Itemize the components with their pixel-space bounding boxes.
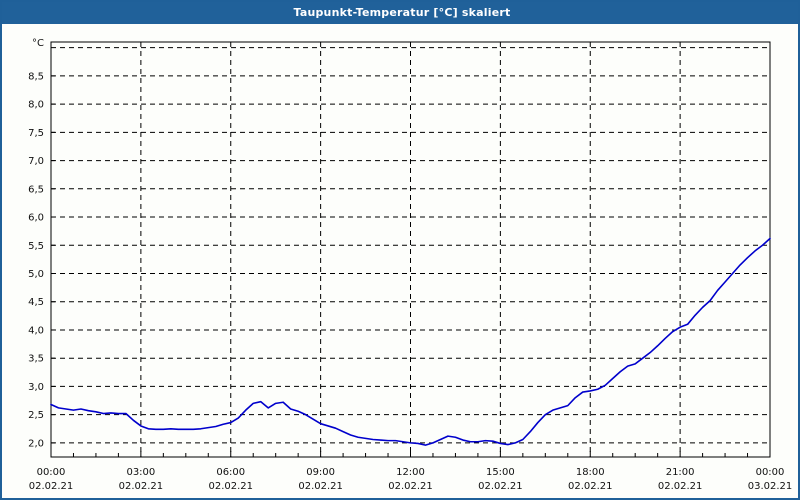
ticks-layer — [50, 75, 771, 457]
x-axis-date-label: 02.02.21 — [658, 481, 703, 492]
y-axis-tick-label: 8,5 — [28, 71, 44, 82]
y-axis-tick-label: 4,5 — [28, 297, 44, 308]
x-axis-date-label: 02.02.21 — [29, 481, 74, 492]
x-axis-time-label: 00:00 — [37, 467, 66, 478]
x-axis-date-label: 02.02.21 — [568, 481, 613, 492]
window-title-bar: Taupunkt-Temperatur [°C] skaliert — [2, 2, 798, 24]
x-axis-time-label: 18:00 — [576, 467, 605, 478]
x-axis-date-label: 02.02.21 — [119, 481, 164, 492]
page-title: Taupunkt-Temperatur [°C] skaliert — [293, 6, 511, 19]
y-axis-unit-label: °C — [32, 38, 44, 49]
data-line-taupunkt-temperatur — [50, 237, 771, 446]
y-axis-tick-label: 7,0 — [28, 156, 44, 167]
x-axis-time-label: 12:00 — [396, 467, 425, 478]
x-axis-date-label: 02.02.21 — [388, 481, 433, 492]
y-axis-tick-label: 7,5 — [28, 128, 44, 139]
x-axis-date-label: 02.02.21 — [208, 481, 253, 492]
y-axis-tick-label: 2,5 — [28, 410, 44, 421]
axis-labels-layer: 2,0 2,5 3,0 3,5 4,0 4,5 5,0 5,5 6,0 6,5 7,0 7,5 8,0 8… — [28, 38, 792, 492]
x-axis-time-label: 09:00 — [306, 467, 335, 478]
chart-area: 2,0 2,5 3,0 3,5 4,0 4,5 5,0 5,5 6,0 6,5 7,0 7,5 8,0 8… — [2, 24, 798, 498]
x-axis-time-label: 00:00 — [756, 467, 785, 478]
x-axis-time-label: 06:00 — [216, 467, 245, 478]
y-axis-tick-label: 3,0 — [28, 382, 44, 393]
y-axis-tick-label: 4,0 — [28, 325, 44, 336]
y-axis-tick-label: 3,5 — [28, 354, 44, 365]
y-axis-tick-label: 8,0 — [28, 100, 44, 111]
data-series-layer — [50, 237, 771, 446]
y-axis-tick-label: 6,0 — [28, 213, 44, 224]
x-axis-date-label: 02.02.21 — [298, 481, 343, 492]
x-axis-date-label: 02.02.21 — [478, 481, 523, 492]
x-axis-time-label: 15:00 — [486, 467, 515, 478]
y-axis-tick-label: 5,0 — [28, 269, 44, 280]
x-axis-date-label: 03.02.21 — [748, 481, 793, 492]
y-axis-tick-label: 6,5 — [28, 184, 44, 195]
grid-layer — [51, 42, 770, 457]
x-axis-time-label: 21:00 — [666, 467, 695, 478]
y-axis-tick-label: 2,0 — [28, 438, 44, 449]
line-chart: 2,0 2,5 3,0 3,5 4,0 4,5 5,0 5,5 6,0 6,5 7,0 7,5 8,0 8… — [28, 38, 792, 492]
x-axis-time-label: 03:00 — [126, 467, 155, 478]
y-axis-tick-label: 5,5 — [28, 241, 44, 252]
